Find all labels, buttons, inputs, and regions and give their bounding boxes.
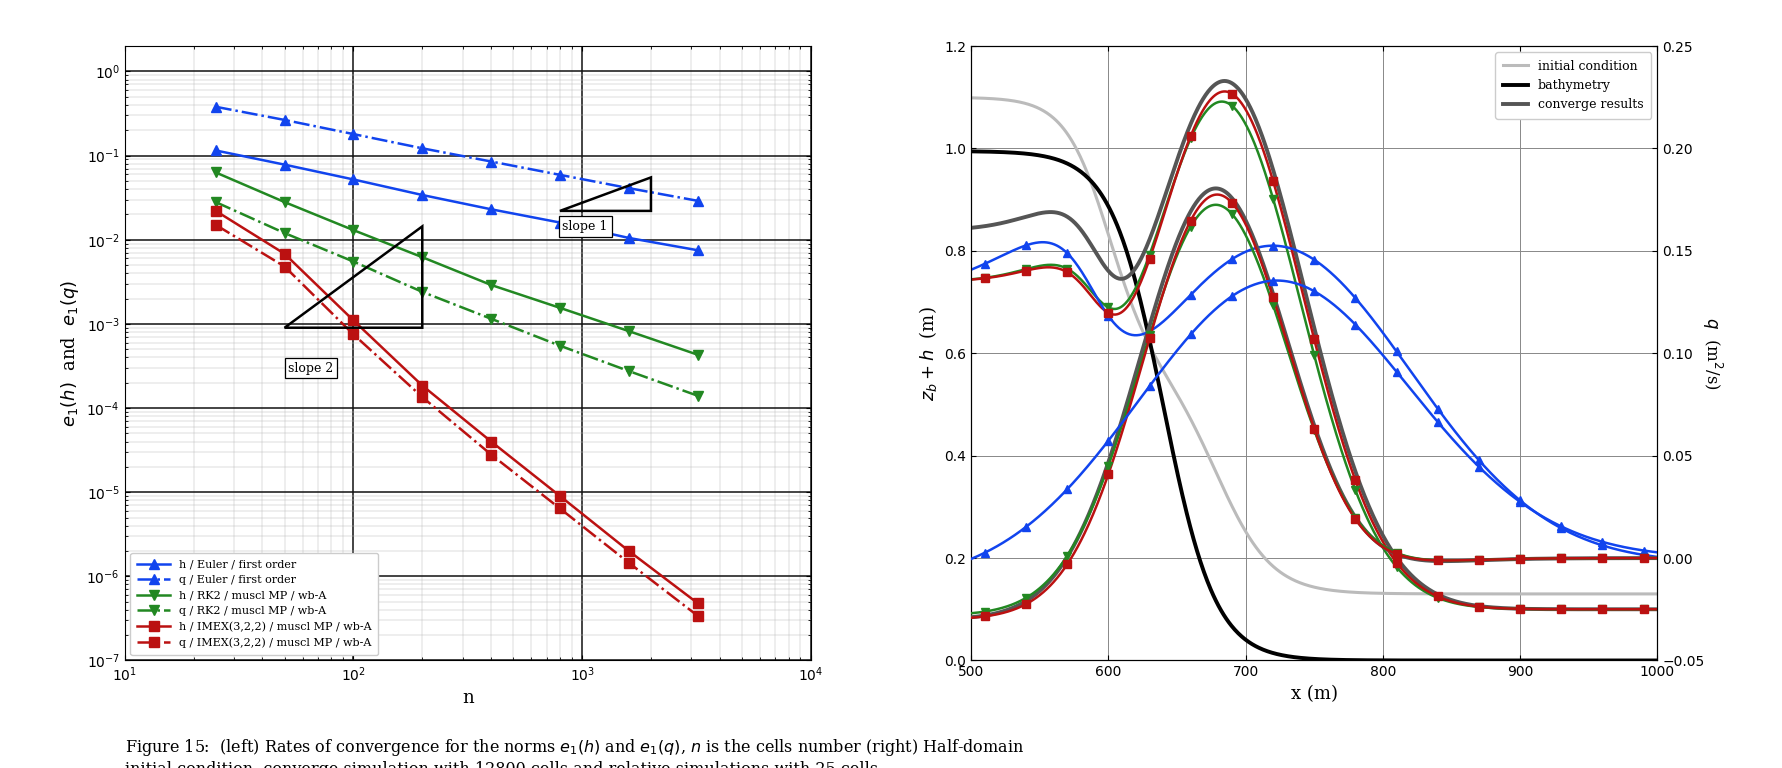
h / Euler / first order [412,190,433,200]
h / Euler / first order [274,160,296,169]
h / IMEX(3,2,2) / muscl MP / wb-A [342,316,364,325]
q / Euler / first order [686,196,707,205]
Text: Figure 15:  (left) Rates of convergence for the norms $e_1(h)$ and $e_1(q)$, $n$: Figure 15: (left) Rates of convergence f… [125,737,1025,768]
h / RK2 / muscl MP / wb-A [412,253,433,262]
q / Euler / first order [342,130,364,139]
Legend: initial condition, bathymetry, converge results: initial condition, bathymetry, converge … [1495,52,1650,119]
Text: slope 1: slope 1 [563,220,608,233]
Text: slope 2: slope 2 [289,362,333,375]
q / IMEX(3,2,2) / muscl MP / wb-A [481,450,503,459]
h / Euler / first order [618,233,640,243]
Line: h / IMEX(3,2,2) / muscl MP / wb-A: h / IMEX(3,2,2) / muscl MP / wb-A [210,206,702,608]
h / RK2 / muscl MP / wb-A [342,226,364,235]
h / Euler / first order [481,204,503,214]
q / RK2 / muscl MP / wb-A [549,341,570,350]
q / Euler / first order [549,170,570,180]
h / Euler / first order [205,146,226,155]
q / Euler / first order [412,144,433,153]
q / IMEX(3,2,2) / muscl MP / wb-A [549,504,570,513]
q / Euler / first order [618,184,640,193]
h / RK2 / muscl MP / wb-A [686,350,707,359]
Legend: h / Euler / first order, q / Euler / first order, h / RK2 / muscl MP / wb-A, q /: h / Euler / first order, q / Euler / fir… [130,553,378,655]
X-axis label: n: n [462,690,474,707]
q / RK2 / muscl MP / wb-A [342,257,364,266]
q / Euler / first order [205,102,226,111]
Line: h / Euler / first order: h / Euler / first order [210,146,702,255]
q / IMEX(3,2,2) / muscl MP / wb-A [342,329,364,339]
q / IMEX(3,2,2) / muscl MP / wb-A [205,220,226,230]
h / IMEX(3,2,2) / muscl MP / wb-A [618,546,640,555]
q / IMEX(3,2,2) / muscl MP / wb-A [618,558,640,568]
q / IMEX(3,2,2) / muscl MP / wb-A [686,611,707,621]
q / RK2 / muscl MP / wb-A [412,287,433,296]
q / Euler / first order [481,157,503,166]
Line: q / IMEX(3,2,2) / muscl MP / wb-A: q / IMEX(3,2,2) / muscl MP / wb-A [210,220,702,621]
q / RK2 / muscl MP / wb-A [274,228,296,237]
h / IMEX(3,2,2) / muscl MP / wb-A [481,437,503,446]
h / Euler / first order [686,246,707,255]
q / RK2 / muscl MP / wb-A [481,314,503,323]
Line: q / RK2 / muscl MP / wb-A: q / RK2 / muscl MP / wb-A [210,197,702,401]
Y-axis label: $q$  (m$^2$/s): $q$ (m$^2$/s) [1700,317,1723,389]
h / RK2 / muscl MP / wb-A [549,303,570,313]
h / IMEX(3,2,2) / muscl MP / wb-A [412,381,433,390]
q / IMEX(3,2,2) / muscl MP / wb-A [412,392,433,402]
q / Euler / first order [274,115,296,124]
h / RK2 / muscl MP / wb-A [481,280,503,290]
Line: q / Euler / first order: q / Euler / first order [210,102,702,206]
Y-axis label: $z_b + h$  (m): $z_b + h$ (m) [916,306,939,401]
h / RK2 / muscl MP / wb-A [274,197,296,207]
q / RK2 / muscl MP / wb-A [686,391,707,400]
q / RK2 / muscl MP / wb-A [205,197,226,207]
h / IMEX(3,2,2) / muscl MP / wb-A [549,492,570,501]
q / IMEX(3,2,2) / muscl MP / wb-A [274,262,296,271]
q / RK2 / muscl MP / wb-A [618,366,640,376]
h / IMEX(3,2,2) / muscl MP / wb-A [686,598,707,607]
h / RK2 / muscl MP / wb-A [618,326,640,336]
h / Euler / first order [549,218,570,227]
Line: h / RK2 / muscl MP / wb-A: h / RK2 / muscl MP / wb-A [210,167,702,359]
Y-axis label: $e_1(h)$  and  $e_1(q)$: $e_1(h)$ and $e_1(q)$ [59,280,80,427]
h / RK2 / muscl MP / wb-A [205,168,226,177]
h / IMEX(3,2,2) / muscl MP / wb-A [274,249,296,258]
X-axis label: x (m): x (m) [1290,685,1338,703]
h / Euler / first order [342,175,364,184]
h / IMEX(3,2,2) / muscl MP / wb-A [205,207,226,216]
